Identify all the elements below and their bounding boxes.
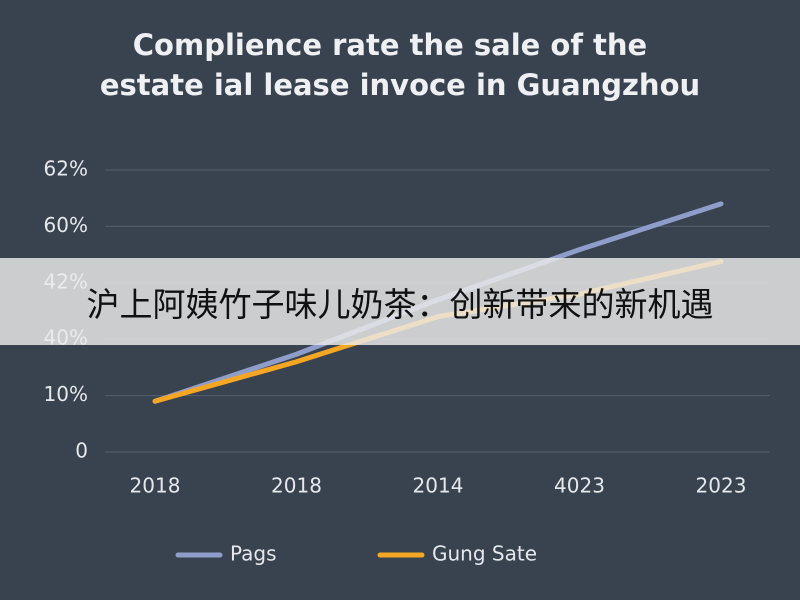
y-tick-label: 0 bbox=[75, 439, 88, 463]
banner: 沪上阿姨竹子味儿奶茶：创新带来的新机遇 bbox=[0, 258, 800, 345]
y-tick-label: 10% bbox=[44, 382, 88, 406]
chart-title: estate ial lease invoce in Guangzhou bbox=[100, 68, 700, 102]
chart-title: Complience rate the sale of the bbox=[133, 28, 647, 62]
x-tick-label: 2018 bbox=[130, 474, 181, 498]
x-tick-label: 4023 bbox=[554, 474, 605, 498]
legend-label: Pags bbox=[230, 542, 277, 566]
y-tick-label: 60% bbox=[44, 213, 88, 237]
x-tick-label: 2018 bbox=[271, 474, 322, 498]
x-tick-label: 2023 bbox=[696, 474, 747, 498]
x-tick-label: 2014 bbox=[413, 474, 464, 498]
y-tick-label: 62% bbox=[44, 157, 88, 181]
legend-label: Gung Sate bbox=[432, 542, 537, 566]
